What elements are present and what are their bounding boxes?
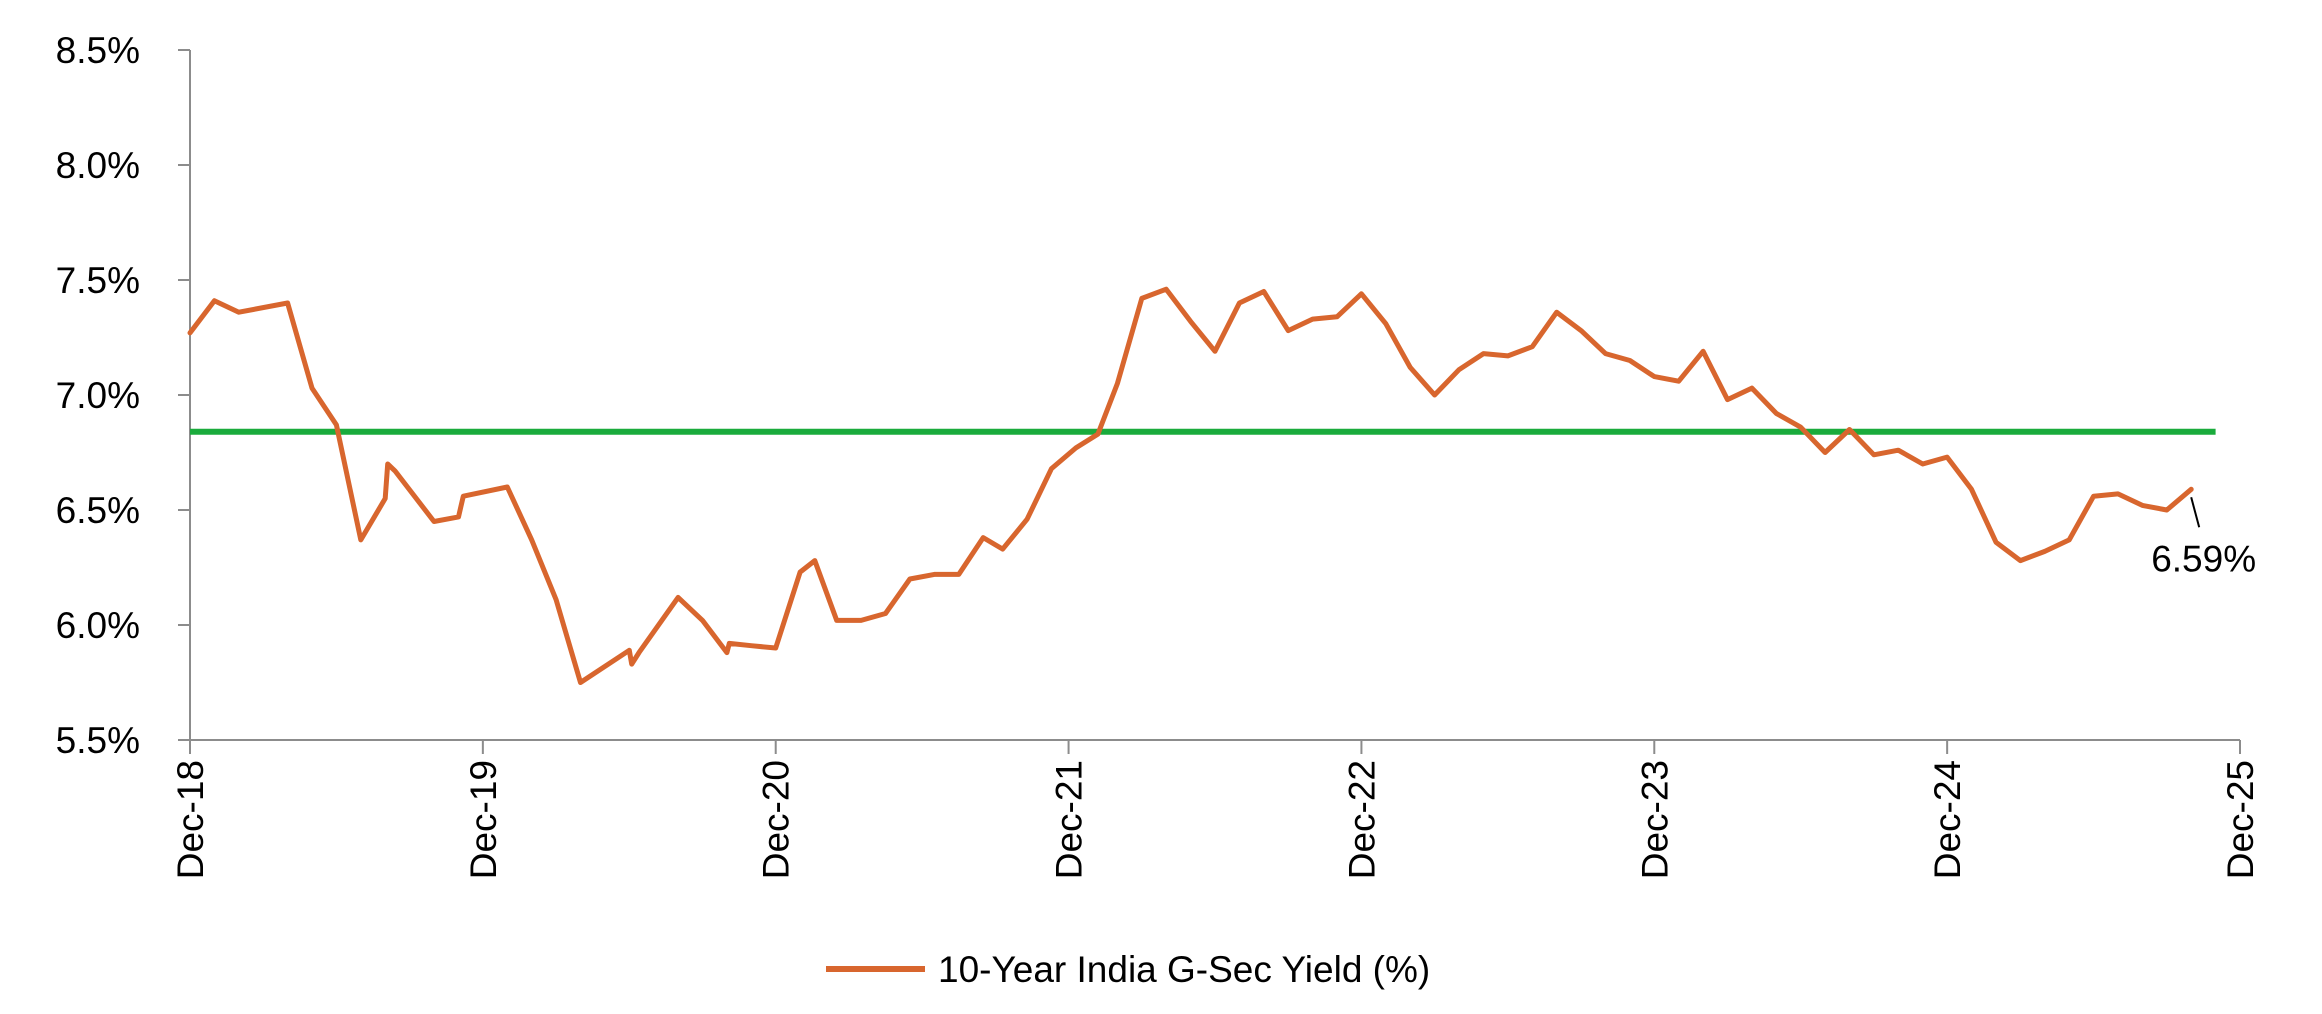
y-tick-label: 5.5% [56,720,140,761]
y-tick-label: 7.5% [56,260,140,301]
x-tick-label: Dec-18 [170,760,211,879]
y-tick-label: 7.0% [56,375,140,416]
legend-label: 10-Year India G-Sec Yield (%) [938,949,1430,990]
y-tick-label: 6.0% [56,605,140,646]
annotation-leader-line [2190,497,2201,528]
y-tick-label: 8.5% [56,30,140,71]
series-line [187,286,2194,685]
series-lines [187,286,2194,685]
x-tick-label: Dec-24 [1927,760,1968,879]
x-tick-label: Dec-23 [1634,760,1675,879]
y-tick-label: 8.0% [56,145,140,186]
x-tick-label: Dec-22 [1341,760,1382,879]
x-tick-label: Dec-25 [2220,760,2261,879]
annotation-label: 6.59% [2151,538,2256,579]
x-tick-label: Dec-19 [463,760,504,879]
x-tick-label: Dec-20 [756,760,797,879]
x-tick-label: Dec-21 [1049,760,1090,879]
legend: 10-Year India G-Sec Yield (%) [826,949,1430,990]
y-tick-label: 6.5% [56,490,140,531]
axes: 5.5% 6.0% 6.5% 7.0% 7.5% 8.0% 8.5% Dec-18 Dec-19… [56,30,2261,879]
annotations: 6.59% [2151,497,2256,579]
